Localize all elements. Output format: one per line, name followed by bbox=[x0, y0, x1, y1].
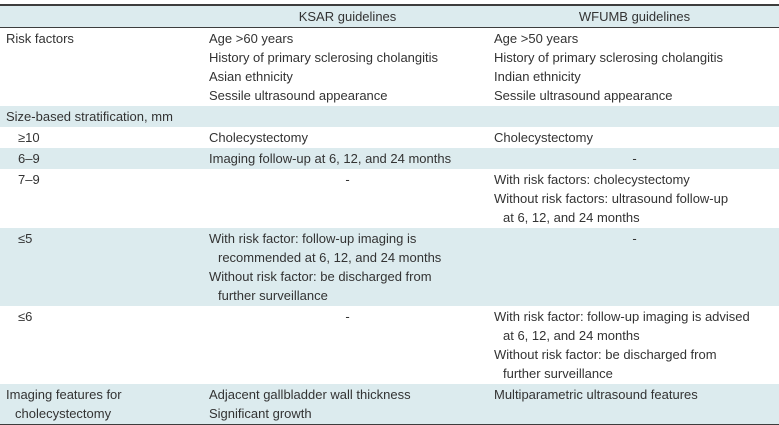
ksar-cell: Adjacent gallbladder wall thickness Signi… bbox=[205, 384, 490, 425]
wfumb-cell: Cholecystectomy bbox=[490, 127, 779, 148]
table-row: 6–9 Imaging follow-up at 6, 12, and 24 mo… bbox=[0, 148, 779, 169]
cell-line: Significant growth bbox=[209, 406, 312, 421]
row-label-cell: ≤6 bbox=[0, 306, 205, 384]
cell-line: Cholecystectomy bbox=[494, 130, 593, 145]
cell-line: Without risk factor: be discharged from bbox=[494, 347, 717, 362]
cell-line: - bbox=[632, 151, 637, 166]
row-label-cell: ≤5 bbox=[0, 228, 205, 306]
header-cell-wfumb: WFUMB guidelines bbox=[490, 5, 779, 28]
cell-line: Adjacent gallbladder wall thickness bbox=[209, 387, 411, 402]
row-label-cell: Imaging features for cholecystectomy bbox=[0, 384, 205, 425]
cell-line: ≥10 bbox=[18, 130, 40, 145]
cell-line: ≤5 bbox=[18, 231, 33, 246]
cell-line: recommended at 6, 12, and 24 months bbox=[218, 250, 442, 265]
ksar-cell: Imaging follow-up at 6, 12, and 24 month… bbox=[205, 148, 490, 169]
cell-line: Size-based stratification, mm bbox=[6, 109, 173, 124]
header-cell-ksar: KSAR guidelines bbox=[205, 5, 490, 28]
cell-line: further surveillance bbox=[218, 288, 328, 303]
table-body: Risk factors Age >60 years History of prim… bbox=[0, 28, 779, 425]
cell-line: at 6, 12, and 24 months bbox=[503, 328, 640, 343]
cell-line: - bbox=[345, 172, 350, 187]
cell-line: 6–9 bbox=[18, 151, 40, 166]
cell-line: Age >60 years bbox=[209, 31, 294, 46]
cell-line: ≤6 bbox=[18, 309, 33, 324]
row-label-cell: ≥10 bbox=[0, 127, 205, 148]
cell-line: Sessile ultrasound appearance bbox=[494, 88, 673, 103]
cell-line: Multiparametric ultrasound features bbox=[494, 387, 698, 402]
cell-line: Age >50 years bbox=[494, 31, 579, 46]
wfumb-cell: - bbox=[490, 228, 779, 306]
wfumb-cell bbox=[490, 106, 779, 127]
wfumb-cell: With risk factors: cholecystectomy Withou… bbox=[490, 169, 779, 228]
table-row: ≤5 With risk factor: follow-up imaging is… bbox=[0, 228, 779, 306]
cell-line: With risk factors: cholecystectomy bbox=[494, 172, 690, 187]
table-row: Risk factors Age >60 years History of prim… bbox=[0, 28, 779, 107]
row-label-cell: 6–9 bbox=[0, 148, 205, 169]
wfumb-cell: Age >50 years History of primary sclerosi… bbox=[490, 28, 779, 107]
cell-line: With risk factor: follow-up imaging is a… bbox=[494, 309, 750, 324]
ksar-cell: Cholecystectomy bbox=[205, 127, 490, 148]
row-label-cell: 7–9 bbox=[0, 169, 205, 228]
cell-line: Imaging features for bbox=[6, 387, 122, 402]
cell-line: Without risk factors: ultrasound follow-… bbox=[494, 191, 729, 206]
cell-line: cholecystectomy bbox=[15, 406, 112, 421]
table-row: ≥10 Cholecystectomy Cholecystectomy bbox=[0, 127, 779, 148]
wfumb-cell: Multiparametric ultrasound features bbox=[490, 384, 779, 425]
ksar-cell: Age >60 years History of primary sclerosi… bbox=[205, 28, 490, 107]
cell-line: Cholecystectomy bbox=[209, 130, 308, 145]
cell-line: Indian ethnicity bbox=[494, 69, 581, 84]
guidelines-table: KSAR guidelines WFUMB guidelines Risk fa… bbox=[0, 4, 779, 425]
ksar-cell: - bbox=[205, 306, 490, 384]
wfumb-cell: - bbox=[490, 148, 779, 169]
cell-line: at 6, 12, and 24 months bbox=[503, 210, 640, 225]
wfumb-cell: With risk factor: follow-up imaging is a… bbox=[490, 306, 779, 384]
cell-line: 7–9 bbox=[18, 172, 40, 187]
ksar-cell: - bbox=[205, 169, 490, 228]
ksar-cell bbox=[205, 106, 490, 127]
cell-line: - bbox=[345, 309, 350, 324]
cell-line: further surveillance bbox=[503, 366, 613, 381]
ksar-cell: With risk factor: follow-up imaging is re… bbox=[205, 228, 490, 306]
cell-line: - bbox=[632, 231, 637, 246]
row-label-cell: Risk factors bbox=[0, 28, 205, 107]
cell-line: Asian ethnicity bbox=[209, 69, 293, 84]
header-cell-empty bbox=[0, 5, 205, 28]
cell-line: History of primary sclerosing cholangiti… bbox=[209, 50, 439, 65]
table-row: Imaging features for cholecystectomy Adjac… bbox=[0, 384, 779, 425]
table-row: 7–9- With risk factors: cholecystectomy Wi… bbox=[0, 169, 779, 228]
cell-line: Risk factors bbox=[6, 31, 74, 46]
cell-line: Without risk factor: be discharged from bbox=[209, 269, 432, 284]
cell-line: Imaging follow-up at 6, 12, and 24 month… bbox=[209, 151, 452, 166]
cell-line: History of primary sclerosing cholangiti… bbox=[494, 50, 724, 65]
cell-line: Sessile ultrasound appearance bbox=[209, 88, 388, 103]
table-header: KSAR guidelines WFUMB guidelines bbox=[0, 5, 779, 28]
table-row: Size-based stratification, mm bbox=[0, 106, 779, 127]
cell-line: With risk factor: follow-up imaging is bbox=[209, 231, 417, 246]
table-header-row: KSAR guidelines WFUMB guidelines bbox=[0, 5, 779, 28]
row-label-cell: Size-based stratification, mm bbox=[0, 106, 205, 127]
table-row: ≤6 - With risk factor: follow-up imaging i… bbox=[0, 306, 779, 384]
